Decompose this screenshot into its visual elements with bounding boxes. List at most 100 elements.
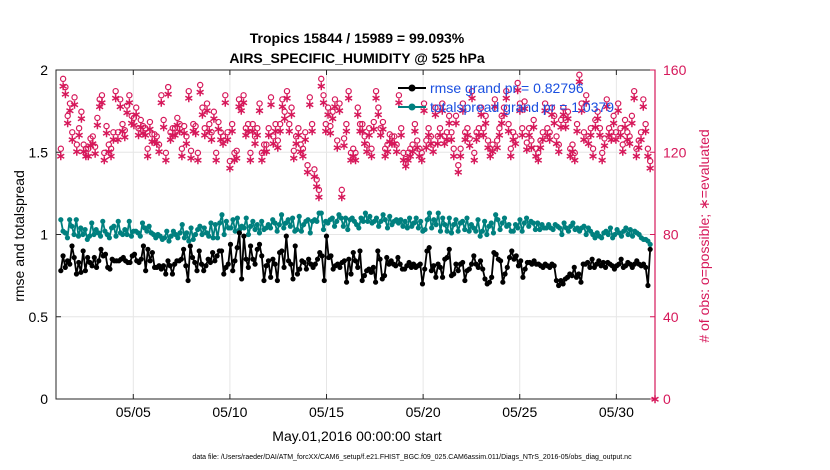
- obs-possible-marker: [276, 120, 284, 128]
- obs-evaluated-marker: ∗: [81, 149, 91, 163]
- obs-possible-marker: [546, 129, 553, 136]
- obs-evaluated-marker: ∗: [467, 91, 477, 105]
- totalspread-point: [179, 222, 185, 228]
- obs-possible-marker: [480, 124, 487, 132]
- totalspread-point: [406, 215, 413, 221]
- obs-possible-marker: [308, 120, 316, 128]
- obs-possible-marker: [379, 118, 387, 126]
- totalspread-point: [100, 218, 106, 224]
- totalspread-point: [473, 228, 479, 234]
- totalspread-point: [184, 230, 190, 236]
- obs-possible-marker: [585, 133, 592, 140]
- rmse-point: [361, 273, 368, 279]
- obs-possible-marker: [439, 100, 446, 107]
- rmse-point: [359, 277, 365, 284]
- obs-possible-marker: [279, 96, 286, 103]
- totalspread-point: [557, 225, 563, 231]
- obs-evaluated-marker: ∗: [449, 149, 459, 163]
- obs-evaluated-marker: ∗: [328, 112, 338, 126]
- obs-evaluated-marker: ∗: [631, 149, 641, 163]
- rmse-point: [343, 279, 350, 285]
- obs-possible-marker: [210, 108, 218, 115]
- obs-possible-marker: [107, 145, 115, 152]
- obs-possible-marker: [637, 129, 645, 136]
- obs-possible-marker: [512, 133, 519, 140]
- rmse-point: [502, 271, 508, 277]
- obs-possible-marker: [110, 129, 117, 136]
- totalspread-point: [128, 233, 135, 239]
- obs-evaluated-marker: ∗: [179, 126, 189, 140]
- obs-evaluated-marker: ∗: [590, 120, 600, 134]
- obs-evaluated-marker: ∗: [513, 83, 523, 97]
- obs-possible-marker: [329, 108, 336, 115]
- totalspread-point: [139, 220, 146, 226]
- totalspread-point: [499, 220, 505, 226]
- rmse-point: [147, 258, 153, 264]
- obs-possible-marker: [91, 143, 99, 150]
- rmse-point: [98, 246, 104, 252]
- obs-possible-marker: [475, 124, 483, 132]
- totalspread-point: [506, 222, 512, 228]
- obs-evaluated-marker: ∗: [314, 190, 324, 204]
- legend-rmse-label: rmse grand pr = 0.82796: [430, 80, 584, 96]
- obs-evaluated-marker: ∗: [615, 128, 625, 142]
- totalspread-point: [287, 223, 293, 229]
- obs-evaluated-marker: ∗: [191, 126, 201, 140]
- obs-evaluated-marker: ∗: [323, 108, 333, 122]
- totalspread-point: [444, 228, 450, 234]
- obs-possible-marker: [617, 124, 624, 132]
- obs-evaluated-marker: ∗: [147, 134, 157, 148]
- obs-possible-marker: [425, 124, 432, 132]
- obs-evaluated-marker: ∗: [369, 122, 379, 136]
- totalspread-point: [570, 220, 576, 226]
- totalspread-point: [296, 213, 302, 220]
- rmse-point: [227, 241, 234, 247]
- obs-possible-marker: [525, 124, 533, 132]
- totalspread-point: [212, 222, 218, 228]
- totalspread-point: [490, 230, 497, 236]
- rmse-point: [288, 261, 294, 267]
- obs-evaluated-marker: ∗: [401, 159, 411, 173]
- obs-possible-marker: [587, 124, 594, 132]
- obs-evaluated-marker: ∗: [460, 132, 470, 146]
- rmse-point: [319, 253, 325, 259]
- obs-evaluated-marker: ∗: [444, 116, 454, 130]
- totalspread-point: [431, 217, 437, 223]
- totalspread-point: [314, 218, 320, 224]
- totalspread-point: [245, 231, 252, 238]
- rmse-point: [78, 269, 84, 275]
- totalspread-point: [228, 225, 234, 231]
- obs-evaluated-marker: ∗: [170, 128, 180, 142]
- totalspread-point: [592, 235, 598, 241]
- rmse-point: [245, 264, 251, 270]
- rmse-point: [468, 261, 475, 267]
- rmse-point: [261, 277, 267, 284]
- obs-evaluated-marker: ∗: [385, 134, 395, 148]
- obs-possible-marker: [103, 122, 110, 130]
- obs-evaluated-marker: ∗: [629, 91, 639, 105]
- obs-possible-marker: [272, 120, 279, 128]
- obs-evaluated-marker: ∗: [291, 136, 301, 150]
- obs-evaluated-marker: ∗: [316, 79, 326, 93]
- rmse-point: [368, 269, 374, 275]
- obs-possible-marker: [402, 155, 409, 163]
- obs-evaluated-marker: ∗: [604, 128, 614, 142]
- obs-possible-marker: [498, 112, 505, 120]
- obs-possible-marker: [212, 149, 220, 157]
- obs-evaluated-marker: ∗: [588, 149, 598, 163]
- obs-possible-marker: [619, 141, 626, 148]
- rmse-point: [297, 266, 303, 272]
- rmse-point: [212, 258, 218, 264]
- obs-evaluated-marker: ∗: [638, 99, 648, 113]
- totalspread-point: [453, 217, 459, 223]
- obs-evaluated-marker: ∗: [85, 138, 95, 152]
- rmse-point: [279, 248, 285, 254]
- obs-evaluated-marker: ∗: [229, 153, 239, 167]
- obs-possible-marker: [368, 145, 375, 152]
- rmse-point: [618, 256, 624, 262]
- obs-evaluated-marker: ∗: [611, 132, 621, 146]
- obs-possible-marker: [158, 92, 165, 99]
- totalspread-point: [305, 217, 311, 223]
- obs-evaluated-marker: ∗: [376, 128, 386, 142]
- totalspread-point: [234, 215, 241, 221]
